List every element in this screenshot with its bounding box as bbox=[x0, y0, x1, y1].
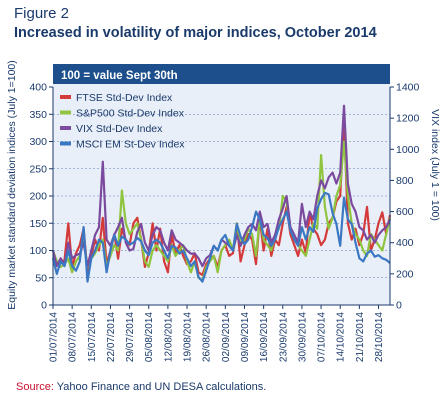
y-axis-label: Equity market standard deviation indices… bbox=[6, 60, 18, 310]
y2-tick-label: 200 bbox=[396, 268, 414, 280]
x-tick-label: 29/07/2014 bbox=[125, 312, 136, 362]
x-tick-label: 07/10/2014 bbox=[317, 312, 328, 362]
source-label: Source: bbox=[16, 381, 54, 393]
y-tick-label: 300 bbox=[29, 136, 47, 148]
source-note: Source: Yahoo Finance and UN DESA calcul… bbox=[16, 381, 266, 393]
y-tick-label: 0 bbox=[41, 300, 47, 312]
legend: FTSE Std-Dev Index S&P500 Std-Dev Index VI… bbox=[60, 92, 185, 151]
x-tick-label: 23/09/2014 bbox=[278, 312, 289, 362]
y-tick-label: 250 bbox=[29, 163, 47, 175]
y-axis-left: 0 50 100 150 200 250 300 350 400 bbox=[29, 82, 54, 312]
y-tick-label: 200 bbox=[29, 191, 47, 203]
x-tick-label: 02/09/2014 bbox=[221, 312, 232, 362]
y2-tick-label: 0 bbox=[396, 300, 402, 312]
x-tick-label: 14/10/2014 bbox=[336, 312, 347, 362]
series-layer bbox=[51, 104, 392, 283]
x-tick-label: 16/09/2014 bbox=[259, 312, 270, 362]
chart-title: Increased in volatility of major indices… bbox=[14, 25, 377, 41]
legend-label-msci-em: MSCI EM St-Dev Index bbox=[76, 139, 185, 151]
source-text: Yahoo Finance and UN DESA calculations. bbox=[56, 381, 267, 393]
y2-tick-label: 1000 bbox=[396, 144, 420, 156]
banner-text: 100 = value Sept 30th bbox=[61, 70, 178, 82]
x-tick-label: 26/08/2014 bbox=[202, 312, 213, 362]
y2-tick-label: 800 bbox=[396, 175, 414, 187]
y-tick-label: 350 bbox=[29, 109, 47, 121]
figure-label: Figure 2 bbox=[14, 5, 70, 22]
legend-label-vix: VIX Std-Dev Index bbox=[76, 123, 163, 135]
x-tick-label: 28/10/2014 bbox=[374, 312, 385, 362]
y2-tick-label: 1200 bbox=[396, 113, 420, 125]
x-tick-label: 15/07/2014 bbox=[87, 312, 98, 362]
y-axis-right: 0 200 400 600 800 1000 1200 1400 bbox=[389, 82, 420, 312]
x-tick-label: 09/09/2014 bbox=[240, 312, 251, 362]
gridlines bbox=[53, 113, 390, 279]
y2-tick-label: 400 bbox=[396, 237, 414, 249]
x-tick-label: 22/07/2014 bbox=[106, 312, 117, 362]
plot-background bbox=[53, 64, 390, 305]
x-tick-label: 21/10/2014 bbox=[355, 312, 366, 362]
legend-label-sp500: S&P500 Std-Dev Index bbox=[76, 108, 185, 120]
legend-label-ftse: FTSE Std-Dev Index bbox=[76, 92, 173, 104]
x-tick-label: 12/08/2014 bbox=[163, 312, 174, 362]
y-tick-label: 400 bbox=[29, 82, 47, 94]
x-tick-label: 01/07/2014 bbox=[49, 312, 60, 362]
x-axis: 01/07/2014 08/07/2014 15/07/2014 22/07/2014… bbox=[49, 304, 390, 362]
y2-tick-label: 600 bbox=[396, 206, 414, 218]
x-tick-label: 30/09/2014 bbox=[297, 312, 308, 362]
y2-tick-label: 1400 bbox=[396, 82, 420, 94]
y-tick-label: 150 bbox=[29, 218, 47, 230]
series-line-msci-em bbox=[51, 191, 391, 283]
x-tick-label: 08/07/2014 bbox=[68, 312, 79, 362]
x-tick-label: 05/08/2014 bbox=[144, 312, 155, 362]
y2-axis-label: VIX index (July 1 = 100) bbox=[429, 109, 441, 221]
banner-background bbox=[53, 64, 390, 84]
y-tick-label: 100 bbox=[29, 245, 47, 257]
x-tick-label: 19/08/2014 bbox=[183, 312, 194, 362]
y-tick-label: 50 bbox=[35, 272, 47, 284]
